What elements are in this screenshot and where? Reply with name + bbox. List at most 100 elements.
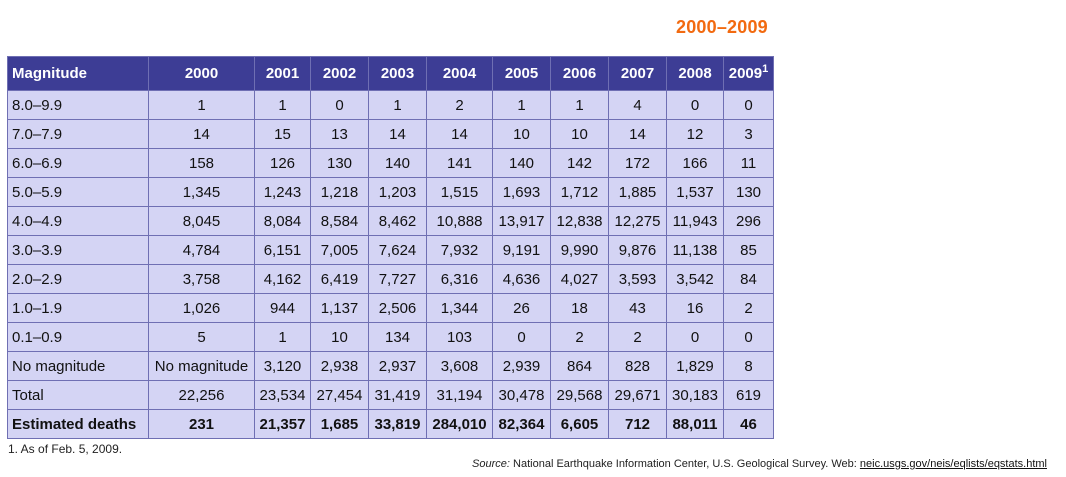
table-cell: 10,888 [426, 206, 493, 236]
table-cell: 7,624 [368, 235, 427, 265]
table-cell: 11 [723, 148, 774, 178]
table-cell: 6,605 [550, 409, 609, 439]
table-cell: 6,419 [310, 264, 369, 294]
row-label: 4.0–4.9 [7, 206, 149, 236]
table-cell: 22,256 [148, 380, 255, 410]
table-cell: 172 [608, 148, 667, 178]
table-cell: 828 [608, 351, 667, 381]
table-cell: 140 [492, 148, 551, 178]
table-cell: 23,534 [254, 380, 311, 410]
source-label: Source: [472, 458, 510, 470]
table-cell: 1 [492, 90, 551, 120]
table-cell: 3,758 [148, 264, 255, 294]
table-cell: 11,138 [666, 235, 724, 265]
table-cell: 82,364 [492, 409, 551, 439]
table-cell: 31,194 [426, 380, 493, 410]
table-cell: 21,357 [254, 409, 311, 439]
table-cell: 166 [666, 148, 724, 178]
source-line: Source: National Earthquake Information … [472, 458, 1047, 470]
table-cell: 1,345 [148, 177, 255, 207]
column-header-label: 2009 [728, 65, 763, 82]
table-cell: 1,693 [492, 177, 551, 207]
column-header-magnitude: Magnitude [7, 56, 149, 91]
row-label: 0.1–0.9 [7, 322, 149, 352]
table-cell: 11,943 [666, 206, 724, 236]
table-cell: 3,608 [426, 351, 493, 381]
table-cell: 4,636 [492, 264, 551, 294]
table-cell: 1 [254, 322, 311, 352]
table-cell: 10 [550, 119, 609, 149]
table-cell: 619 [723, 380, 774, 410]
column-header-year: 2004 [426, 56, 493, 91]
table-cell: 4,027 [550, 264, 609, 294]
table-cell: 284,010 [426, 409, 493, 439]
row-label: 8.0–9.9 [7, 90, 149, 120]
table-cell: 158 [148, 148, 255, 178]
footnote: 1. As of Feb. 5, 2009. [8, 442, 123, 456]
table-cell: 4,784 [148, 235, 255, 265]
table-cell: 140 [368, 148, 427, 178]
table-cell: 84 [723, 264, 774, 294]
table-cell: 1,537 [666, 177, 724, 207]
source-link[interactable]: neic.usgs.gov/neis/eqlists/eqstats.html [859, 458, 1047, 470]
table-cell: 1,515 [426, 177, 493, 207]
table-cell: 12 [666, 119, 724, 149]
table-cell: 29,671 [608, 380, 667, 410]
table-cell: 712 [608, 409, 667, 439]
table-cell: 864 [550, 351, 609, 381]
table-cell: 8,462 [368, 206, 427, 236]
row-label: No magnitude [7, 351, 149, 381]
table-cell: 7,932 [426, 235, 493, 265]
column-header-year: 2006 [550, 56, 609, 91]
table-cell: 12,838 [550, 206, 609, 236]
table-cell: 1,203 [368, 177, 427, 207]
row-label: 6.0–6.9 [7, 148, 149, 178]
column-header-label: 2005 [504, 65, 539, 82]
table-cell: 12,275 [608, 206, 667, 236]
row-label: Estimated deaths [7, 409, 149, 439]
table-cell: 18 [550, 293, 609, 323]
table-row: 3.0–3.9 4,784 6,151 7,005 7,624 7,932 9,191 9,9… [7, 235, 774, 265]
column-header-year: 20091 [723, 56, 774, 91]
table-cell: 1,885 [608, 177, 667, 207]
column-header-label: 2000 [184, 65, 219, 82]
table-cell: 2 [608, 322, 667, 352]
table-cell: 3 [723, 119, 774, 149]
table-cell: 0 [666, 322, 724, 352]
column-header-label: 2004 [442, 65, 477, 82]
table-cell: 14 [608, 119, 667, 149]
table-cell: 46 [723, 409, 774, 439]
table-cell: 1 [254, 90, 311, 120]
table-cell: 8,084 [254, 206, 311, 236]
column-header-label: 2006 [562, 65, 597, 82]
table-cell: 0 [723, 90, 774, 120]
table-cell: 16 [666, 293, 724, 323]
table-cell: 10 [492, 119, 551, 149]
table-row: Estimated deaths 231 21,357 1,685 33,819 284,… [7, 409, 774, 439]
table-cell: 43 [608, 293, 667, 323]
table-cell: 33,819 [368, 409, 427, 439]
table-cell: 1,829 [666, 351, 724, 381]
table-cell: 2 [723, 293, 774, 323]
footnote-marker: 1 [762, 63, 769, 75]
table-cell: 0 [723, 322, 774, 352]
table-cell: 2,937 [368, 351, 427, 381]
column-header-year: 2003 [368, 56, 427, 91]
table-cell: 0 [492, 322, 551, 352]
table-row: 0.1–0.9 5 1 10 134 103 0 2 2 0 0 [7, 322, 774, 352]
table-cell: 1,137 [310, 293, 369, 323]
table-cell: 2 [426, 90, 493, 120]
table-cell: 14 [368, 119, 427, 149]
table-cell: 8,584 [310, 206, 369, 236]
table-cell: 30,183 [666, 380, 724, 410]
table-cell: 9,191 [492, 235, 551, 265]
column-header-label: 2008 [678, 65, 712, 82]
table-cell: 0 [666, 90, 724, 120]
table-cell: 3,120 [254, 351, 311, 381]
table-cell: 231 [148, 409, 255, 439]
column-header-year: 2008 [666, 56, 724, 91]
column-header-year: 2000 [148, 56, 255, 91]
table-cell: 6,316 [426, 264, 493, 294]
table-cell: 134 [368, 322, 427, 352]
row-label: 5.0–5.9 [7, 177, 149, 207]
